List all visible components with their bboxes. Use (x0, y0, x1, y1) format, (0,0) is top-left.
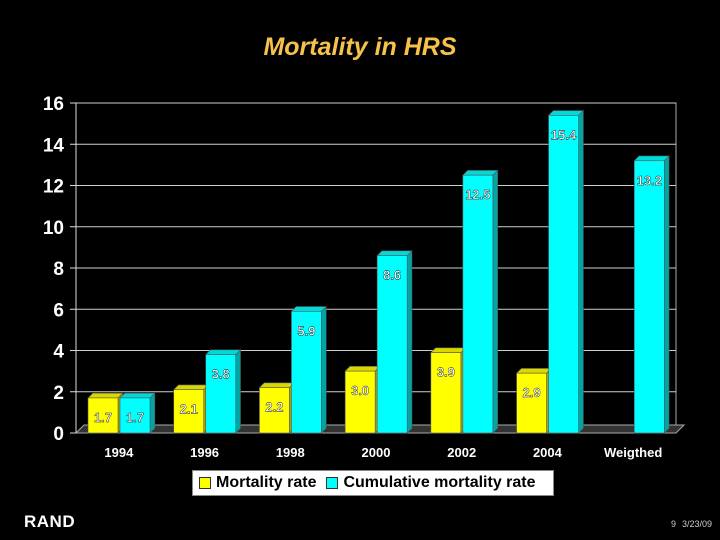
data-label: 13.2 (637, 173, 662, 188)
bar-top (172, 384, 210, 390)
legend-label-cumulative: Cumulative mortality rate (343, 474, 536, 491)
chart-legend: Mortality rate Cumulative mortality rate (192, 470, 554, 496)
y-tick-label: 12 (43, 177, 64, 198)
data-label: 3.9 (437, 365, 455, 380)
x-tick-label: 2000 (362, 445, 391, 460)
bar-top (376, 250, 413, 256)
bar-side (149, 392, 156, 434)
bar-mortality-rate (87, 397, 119, 434)
bar-mortality-rate (516, 372, 547, 434)
bar-top (515, 368, 553, 374)
bar-top (633, 155, 670, 162)
data-label: 2.9 (523, 385, 541, 400)
bar-top (119, 392, 156, 399)
data-label: 3.8 (212, 367, 230, 382)
data-label: 15.4 (551, 127, 577, 142)
y-tick-label: 8 (53, 259, 64, 280)
x-tick-label: 2004 (533, 445, 563, 460)
bar-cumulative-mortality-rate (376, 255, 408, 434)
y-tick-label: 4 (53, 342, 64, 363)
bar-top (430, 347, 467, 353)
bar-side (406, 250, 413, 434)
bar-top (204, 349, 242, 355)
bar-side (321, 305, 327, 434)
bar-mortality-rate (344, 370, 376, 434)
data-label: 1.7 (94, 410, 112, 425)
chart-title: Mortality in HRS (263, 33, 457, 61)
bar-side (235, 349, 241, 434)
bar-top (87, 392, 124, 399)
legend-item-cumulative: Cumulative mortality rate (326, 474, 536, 492)
legend-item-mortality: Mortality rate (199, 474, 316, 492)
slide-footer: 9 3/23/09 (665, 519, 712, 529)
bar-cumulative-mortality-rate (462, 174, 494, 434)
y-tick-label: 14 (43, 135, 65, 156)
bar-mortality-rate (173, 389, 205, 434)
legend-swatch-mortality (199, 477, 211, 489)
bar-side (492, 169, 498, 434)
bar-cumulative-mortality-rate (119, 397, 151, 434)
y-tick-label: 2 (53, 383, 64, 404)
slide-date: 3/23/09 (681, 519, 712, 529)
rand-logo: RAND (24, 512, 76, 531)
x-tick-label: 2002 (447, 445, 476, 460)
legend-swatch-cumulative (326, 477, 339, 489)
x-tick-label: 1998 (276, 445, 305, 460)
bar-cumulative-mortality-rate (205, 354, 237, 434)
bar-mortality-rate (430, 352, 462, 434)
bar-top (547, 110, 585, 116)
data-label: 2.2 (265, 400, 283, 415)
data-label: 3.0 (351, 383, 369, 398)
bar-top (344, 366, 381, 372)
bar-cumulative-mortality-rate (548, 115, 579, 434)
bar-side (663, 155, 670, 434)
bar-top (258, 382, 295, 388)
data-label: 2.1 (180, 402, 198, 417)
bar-side (578, 109, 584, 434)
data-label: 8.6 (383, 268, 401, 283)
bar-mortality-rate (259, 387, 290, 434)
y-tick-label: 10 (43, 218, 64, 239)
x-tick-label: 1994 (104, 445, 134, 460)
y-tick-label: 6 (53, 300, 64, 321)
x-tick-label: Weigthed (604, 445, 662, 460)
bar-cumulative-mortality-rate (291, 311, 322, 434)
legend-label-mortality: Mortality rate (216, 474, 317, 491)
data-label: 12.5 (465, 187, 490, 202)
bar-cumulative-mortality-rate (633, 160, 665, 434)
slide-number: 9 (670, 519, 676, 529)
x-tick-label: 1996 (190, 445, 219, 460)
y-tick-label: 0 (53, 424, 64, 445)
bar-top (462, 170, 499, 176)
data-label: 1.7 (126, 410, 144, 425)
bar-top (290, 306, 327, 312)
data-label: 5.9 (297, 323, 315, 338)
y-tick-label: 16 (43, 94, 64, 115)
